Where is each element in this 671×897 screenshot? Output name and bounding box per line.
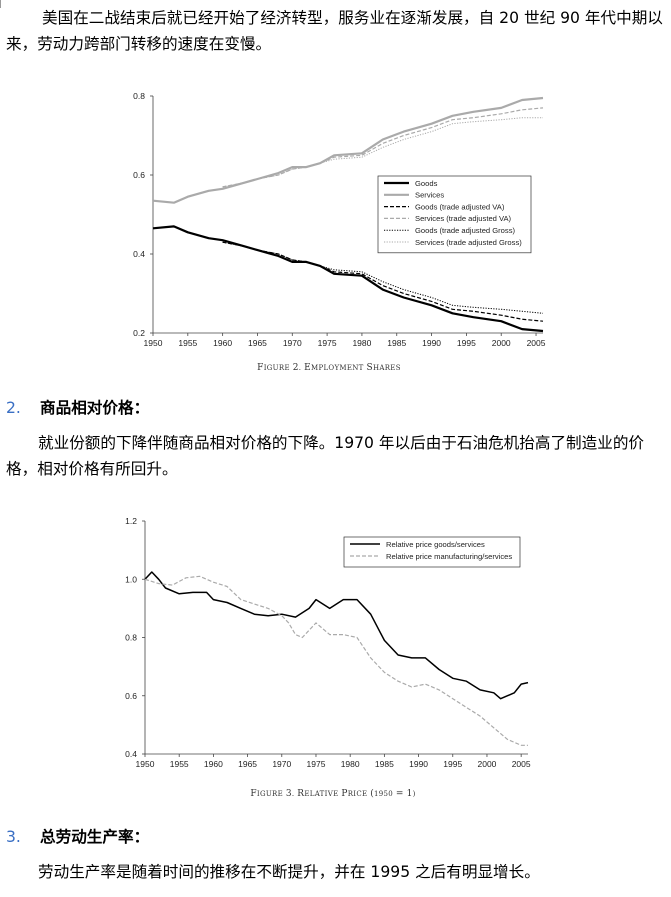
section-number: 2. (6, 399, 21, 417)
legend-label: Services (415, 191, 444, 200)
y-tick-label: 1.2 (125, 516, 137, 526)
section-title: 总劳动生产率： (40, 828, 150, 846)
x-tick-label: 1950 (136, 759, 155, 769)
series-line-relative-price-goods-services (144, 571, 529, 700)
legend-label: Services (trade adjusted Gross) (415, 238, 522, 247)
x-tick-label: 2005 (512, 759, 531, 769)
x-tick-label: 1955 (170, 759, 189, 769)
relative-price-figure: 0.4 0.6 0.8 1.0 1.2 1950 1955 1960 1965 1970 1975 1… (120, 508, 572, 806)
x-tick-label: 2000 (492, 338, 511, 348)
paragraph-productivity: 劳动生产率是随着时间的推移在不断提升，并在 1995 之后有明显增长。 (38, 863, 540, 881)
employment-shares-chart: 0.2 0.4 0.6 0.8 1950 1955 1960 1965 1970 1975 1980… (133, 91, 546, 373)
section-heading-relative-prices: 2. 商品相对价格： (6, 396, 149, 418)
x-tick-label: 1990 (409, 759, 428, 769)
employment-shares-figure: 0.2 0.4 0.6 0.8 1950 1955 1960 1965 1970 1975 1980… (122, 84, 552, 380)
x-tick-label: 1970 (272, 759, 291, 769)
x-tick-label: 1975 (318, 338, 337, 348)
relative-price-chart: 0.4 0.6 0.8 1.0 1.2 1950 1955 1960 1965 1970 1975 1… (125, 516, 531, 799)
series-line-goods (152, 225, 544, 333)
x-tick-label: 2005 (527, 338, 546, 348)
x-tick-label: 1995 (457, 338, 476, 348)
y-tick-label: 0.4 (125, 749, 137, 759)
series-line-services (152, 96, 544, 204)
x-tick-label: 1975 (307, 759, 326, 769)
x-tick-label: 1970 (283, 338, 302, 348)
paragraph-economic-transition: 美国在二战结束后就已经开始了经济转型，服务业在逐渐发展，自 20 世纪 90 年… (6, 9, 663, 53)
figure-caption: FIGURE 2. EMPLOYMENT SHARES (257, 363, 401, 373)
y-tick-label: 0.6 (125, 691, 137, 701)
y-tick-label: 1.0 (125, 574, 137, 584)
y-tick-label: 0.4 (133, 249, 145, 259)
x-tick-label: 1985 (387, 338, 406, 348)
y-tick-label: 0.8 (125, 633, 137, 643)
legend-label: Goods (trade adjusted VA) (415, 202, 505, 211)
series-line-services-trade-adjusted-gross (222, 117, 543, 188)
series-line-relative-price-manufacturing-services (144, 575, 528, 746)
series-line-goods-trade-adjusted-gross (222, 241, 544, 314)
x-tick-label: 1955 (178, 338, 197, 348)
legend-label: Relative price goods/services (386, 540, 485, 549)
x-tick-label: 2000 (478, 759, 497, 769)
legend-label: Services (trade adjusted VA) (415, 214, 512, 223)
y-tick-label: 0.6 (133, 170, 145, 180)
x-tick-label: 1965 (238, 759, 257, 769)
legend-label: Relative price manufacturing/services (386, 552, 512, 561)
x-tick-label: 1990 (422, 338, 441, 348)
x-tick-label: 1965 (248, 338, 267, 348)
y-tick-label: 0.2 (133, 328, 145, 338)
x-tick-label: 1995 (443, 759, 462, 769)
paragraph-relative-prices: 就业份额的下降伴随商品相对价格的下降。1970 年以后由于石油危机抬高了制造业的… (6, 434, 645, 478)
x-tick-label: 1960 (213, 338, 232, 348)
section-number: 3. (6, 828, 21, 846)
corner-marker (0, 0, 3, 8)
x-tick-label: 1985 (375, 759, 394, 769)
legend-box (377, 175, 532, 254)
x-tick-label: 1950 (144, 338, 163, 348)
section-heading-productivity: 3. 总劳动生产率： (6, 825, 149, 847)
legend-label: Goods (415, 179, 438, 188)
legend-box (343, 536, 521, 568)
y-tick-label: 0.8 (133, 91, 145, 101)
section-title: 商品相对价格： (40, 399, 150, 417)
x-tick-label: 1980 (352, 338, 371, 348)
legend-label: Goods (trade adjusted Gross) (415, 226, 516, 235)
x-tick-label: 1980 (341, 759, 360, 769)
figure-caption: FIGURE 3. RELATIVE PRICE (1950 = 1) (250, 788, 415, 799)
x-tick-label: 1960 (204, 759, 223, 769)
